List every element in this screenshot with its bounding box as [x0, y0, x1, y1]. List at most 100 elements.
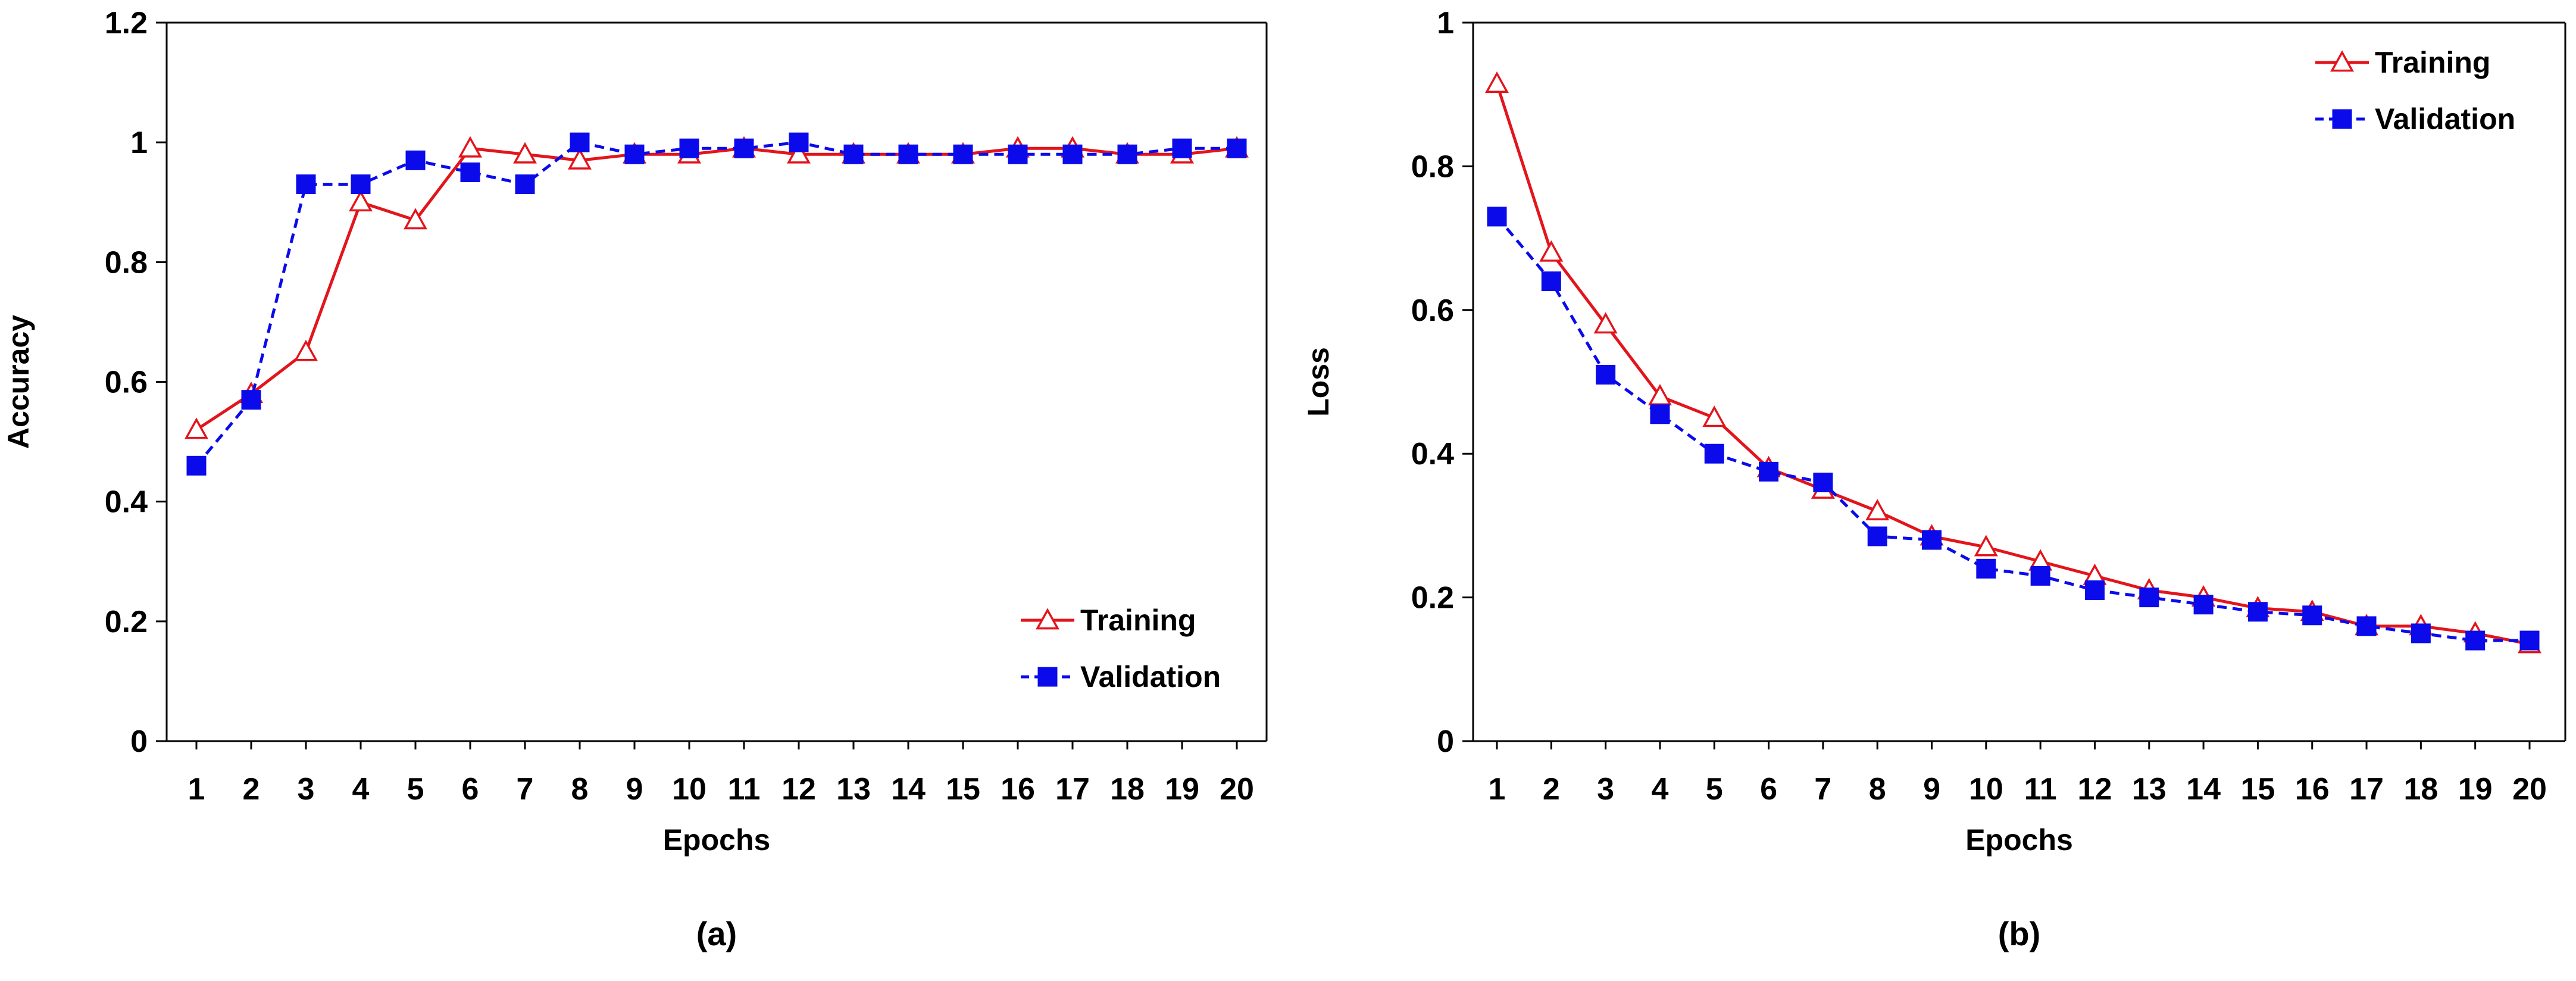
data-point-validation — [460, 162, 480, 182]
data-point-validation — [186, 455, 207, 476]
data-point-validation — [1759, 461, 1779, 482]
data-point-validation — [351, 174, 371, 195]
data-point-training — [1593, 312, 1618, 334]
y-tick-label: 0.4 — [105, 485, 148, 520]
data-point-training — [185, 417, 208, 439]
data-point-validation — [624, 144, 645, 164]
y-tick-label: 0 — [130, 724, 148, 759]
y-tick-label: 0.8 — [1411, 149, 1454, 184]
x-tick-label: 13 — [836, 772, 871, 807]
legend: Training Validation — [1021, 604, 1221, 693]
data-point-validation — [570, 132, 590, 152]
legend-marker-validation — [1037, 667, 1058, 687]
x-tick-label: 12 — [2078, 772, 2112, 807]
data-point-validation — [296, 174, 316, 195]
y-tick-label: 0.2 — [1411, 581, 1454, 616]
x-tick-label: 16 — [1001, 772, 1035, 807]
data-point-training — [1539, 240, 1564, 262]
x-tick-label: 4 — [1651, 772, 1668, 807]
x-tick-label: 7 — [1814, 772, 1831, 807]
x-tick-label: 14 — [2186, 772, 2221, 807]
data-point-validation — [1922, 530, 1942, 550]
x-tick-label: 3 — [298, 772, 315, 807]
data-point-validation — [2519, 630, 2540, 651]
x-tick-label: 1 — [1489, 772, 1506, 807]
data-point-validation — [1062, 144, 1083, 164]
x-tick-label: 6 — [1760, 772, 1777, 807]
data-point-validation — [898, 144, 918, 164]
legend: Training Validation — [2315, 46, 2515, 136]
data-point-validation — [1172, 138, 1192, 158]
x-tick-label: 6 — [462, 772, 479, 807]
data-point-validation — [2302, 605, 2322, 626]
legend-label-validation: Validation — [2375, 102, 2515, 136]
x-tick-label: 10 — [1969, 772, 2003, 807]
data-point-validation — [1541, 271, 1561, 292]
data-point-training — [787, 142, 811, 164]
data-point-validation — [1227, 138, 1247, 158]
x-tick-label: 8 — [571, 772, 589, 807]
y-tick-label: 0.4 — [1411, 437, 1454, 471]
x-tick-label: 12 — [781, 772, 816, 807]
data-point-training — [1485, 71, 1509, 93]
y-tick-label: 1 — [1437, 6, 1454, 40]
data-point-training — [404, 208, 427, 230]
data-point-validation — [241, 390, 261, 410]
data-point-training — [1865, 499, 1890, 521]
data-point-validation — [1976, 558, 1996, 579]
x-tick-label: 17 — [2349, 772, 2384, 807]
data-point-validation — [843, 144, 864, 164]
x-tick-label: 4 — [352, 772, 370, 807]
x-tick-label: 14 — [891, 772, 926, 807]
y-tick-label: 0.6 — [1411, 293, 1454, 328]
legend-marker-training — [2330, 50, 2354, 72]
legend-label-training: Training — [2375, 46, 2490, 79]
data-point-validation — [2084, 580, 2105, 601]
x-tick-label: 15 — [946, 772, 980, 807]
data-point-validation — [953, 144, 973, 164]
panel-label: (a) — [696, 915, 737, 952]
legend-label-validation: Validation — [1080, 660, 1221, 693]
data-point-validation — [405, 150, 426, 170]
x-tick-label: 9 — [1923, 772, 1940, 807]
data-point-validation — [515, 174, 535, 195]
y-axis-title: Loss — [1302, 347, 1335, 417]
data-point-validation — [2356, 616, 2377, 636]
y-tick-label: 0.8 — [105, 245, 148, 280]
y-tick-label: 1 — [130, 126, 148, 160]
y-tick-label: 0.6 — [105, 365, 148, 400]
data-point-validation — [2139, 588, 2159, 608]
x-axis-title: Epochs — [1965, 823, 2073, 857]
x-tick-label: 2 — [243, 772, 260, 807]
series-line-training — [1495, 83, 2530, 646]
x-tick-label: 18 — [1110, 772, 1145, 807]
data-point-validation — [2247, 602, 2268, 622]
data-point-validation — [734, 138, 754, 158]
panel-label: (b) — [1998, 915, 2041, 952]
x-tick-label: 13 — [2132, 772, 2167, 807]
x-tick-label: 20 — [2512, 772, 2547, 807]
x-tick-label: 8 — [1869, 772, 1886, 807]
x-tick-label: 5 — [1706, 772, 1723, 807]
x-tick-label: 10 — [672, 772, 706, 807]
data-point-training — [568, 148, 592, 170]
legend-marker-validation — [2332, 109, 2352, 129]
x-tick-label: 2 — [1543, 772, 1560, 807]
x-tick-label: 18 — [2403, 772, 2438, 807]
x-tick-label: 11 — [2024, 772, 2057, 807]
x-tick-label: 3 — [1597, 772, 1614, 807]
x-tick-label: 11 — [728, 772, 761, 807]
data-point-training — [294, 339, 318, 361]
x-axis-title: Epochs — [663, 823, 771, 857]
data-point-validation — [2193, 595, 2214, 615]
y-axis-title: Accuracy — [2, 315, 35, 449]
data-point-validation — [1008, 144, 1028, 164]
x-tick-label: 1 — [188, 772, 205, 807]
x-tick-label: 19 — [1165, 772, 1199, 807]
x-tick-label: 15 — [2240, 772, 2275, 807]
data-point-training — [1647, 384, 1672, 405]
y-tick-label: 0 — [1437, 724, 1454, 759]
data-point-training — [1702, 405, 1727, 427]
